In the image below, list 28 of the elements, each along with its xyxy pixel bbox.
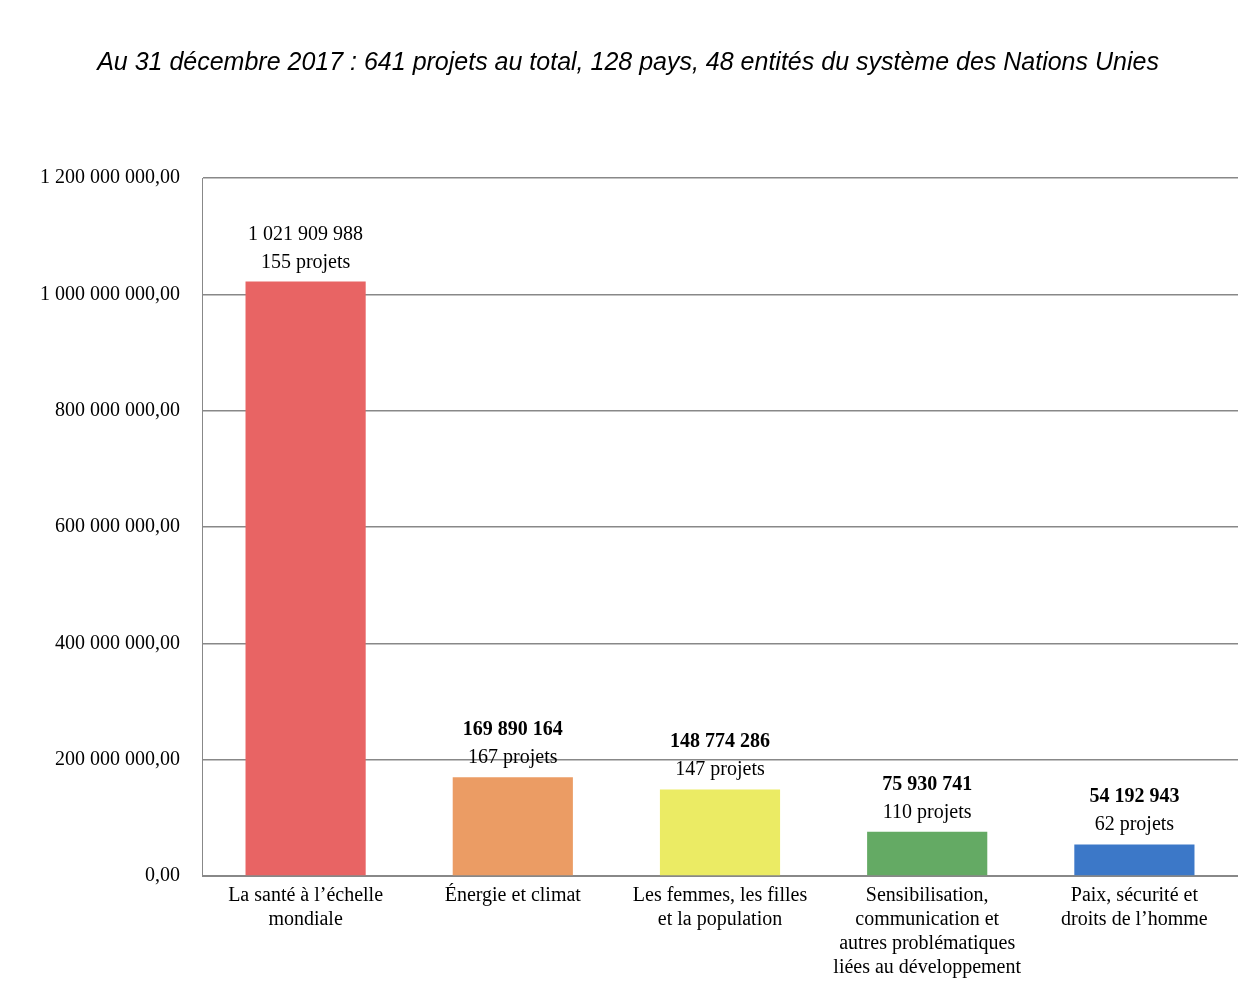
data-label: 54 192 943 (1089, 784, 1180, 807)
y-tick-label: 600 000 000,00 (55, 514, 180, 537)
y-tick-label: 1 000 000 000,00 (40, 281, 180, 304)
bar (659, 789, 781, 876)
annotation: 167 projets (468, 745, 558, 769)
y-tick-label: 1 200 000 000,00 (40, 165, 180, 188)
x-tick-label: Paix, sécurité et droits de l’homme (1061, 883, 1208, 930)
bar (245, 281, 366, 876)
data-label: 148 774 286 (670, 729, 770, 752)
data-label: 169 890 164 (462, 717, 563, 740)
y-tick-label: 0,00 (145, 863, 180, 886)
y-tick-label: 200 000 000,00 (55, 746, 180, 769)
annotation: 147 projets (675, 757, 765, 781)
annotation: 110 projets (882, 799, 972, 823)
data-label: 1 021 909 988 (248, 221, 364, 244)
x-tick-label: Énergie et climat (444, 883, 582, 907)
x-tick-label: La santé à l’échelle mondiale (228, 883, 384, 930)
bar (1074, 844, 1195, 876)
y-tick-label: 400 000 000,00 (55, 630, 180, 653)
y-tick-label: 800 000 000,00 (55, 397, 180, 420)
bar (452, 777, 573, 876)
chart-title: Au 31 décembre 2017 : 641 projets au total, 128 pays, 48 entités du système des Nations Unies (95, 46, 1159, 75)
bar (867, 831, 988, 876)
x-tick-label: Sensibilisation, communication et autres problématiques liées au développement (833, 883, 1022, 979)
annotation: 155 projets (260, 249, 351, 273)
x-tick-label: Les femmes, les filles et la population (632, 883, 808, 931)
data-label: 75 930 741 (882, 771, 973, 794)
annotation: 62 projets (1094, 812, 1175, 836)
